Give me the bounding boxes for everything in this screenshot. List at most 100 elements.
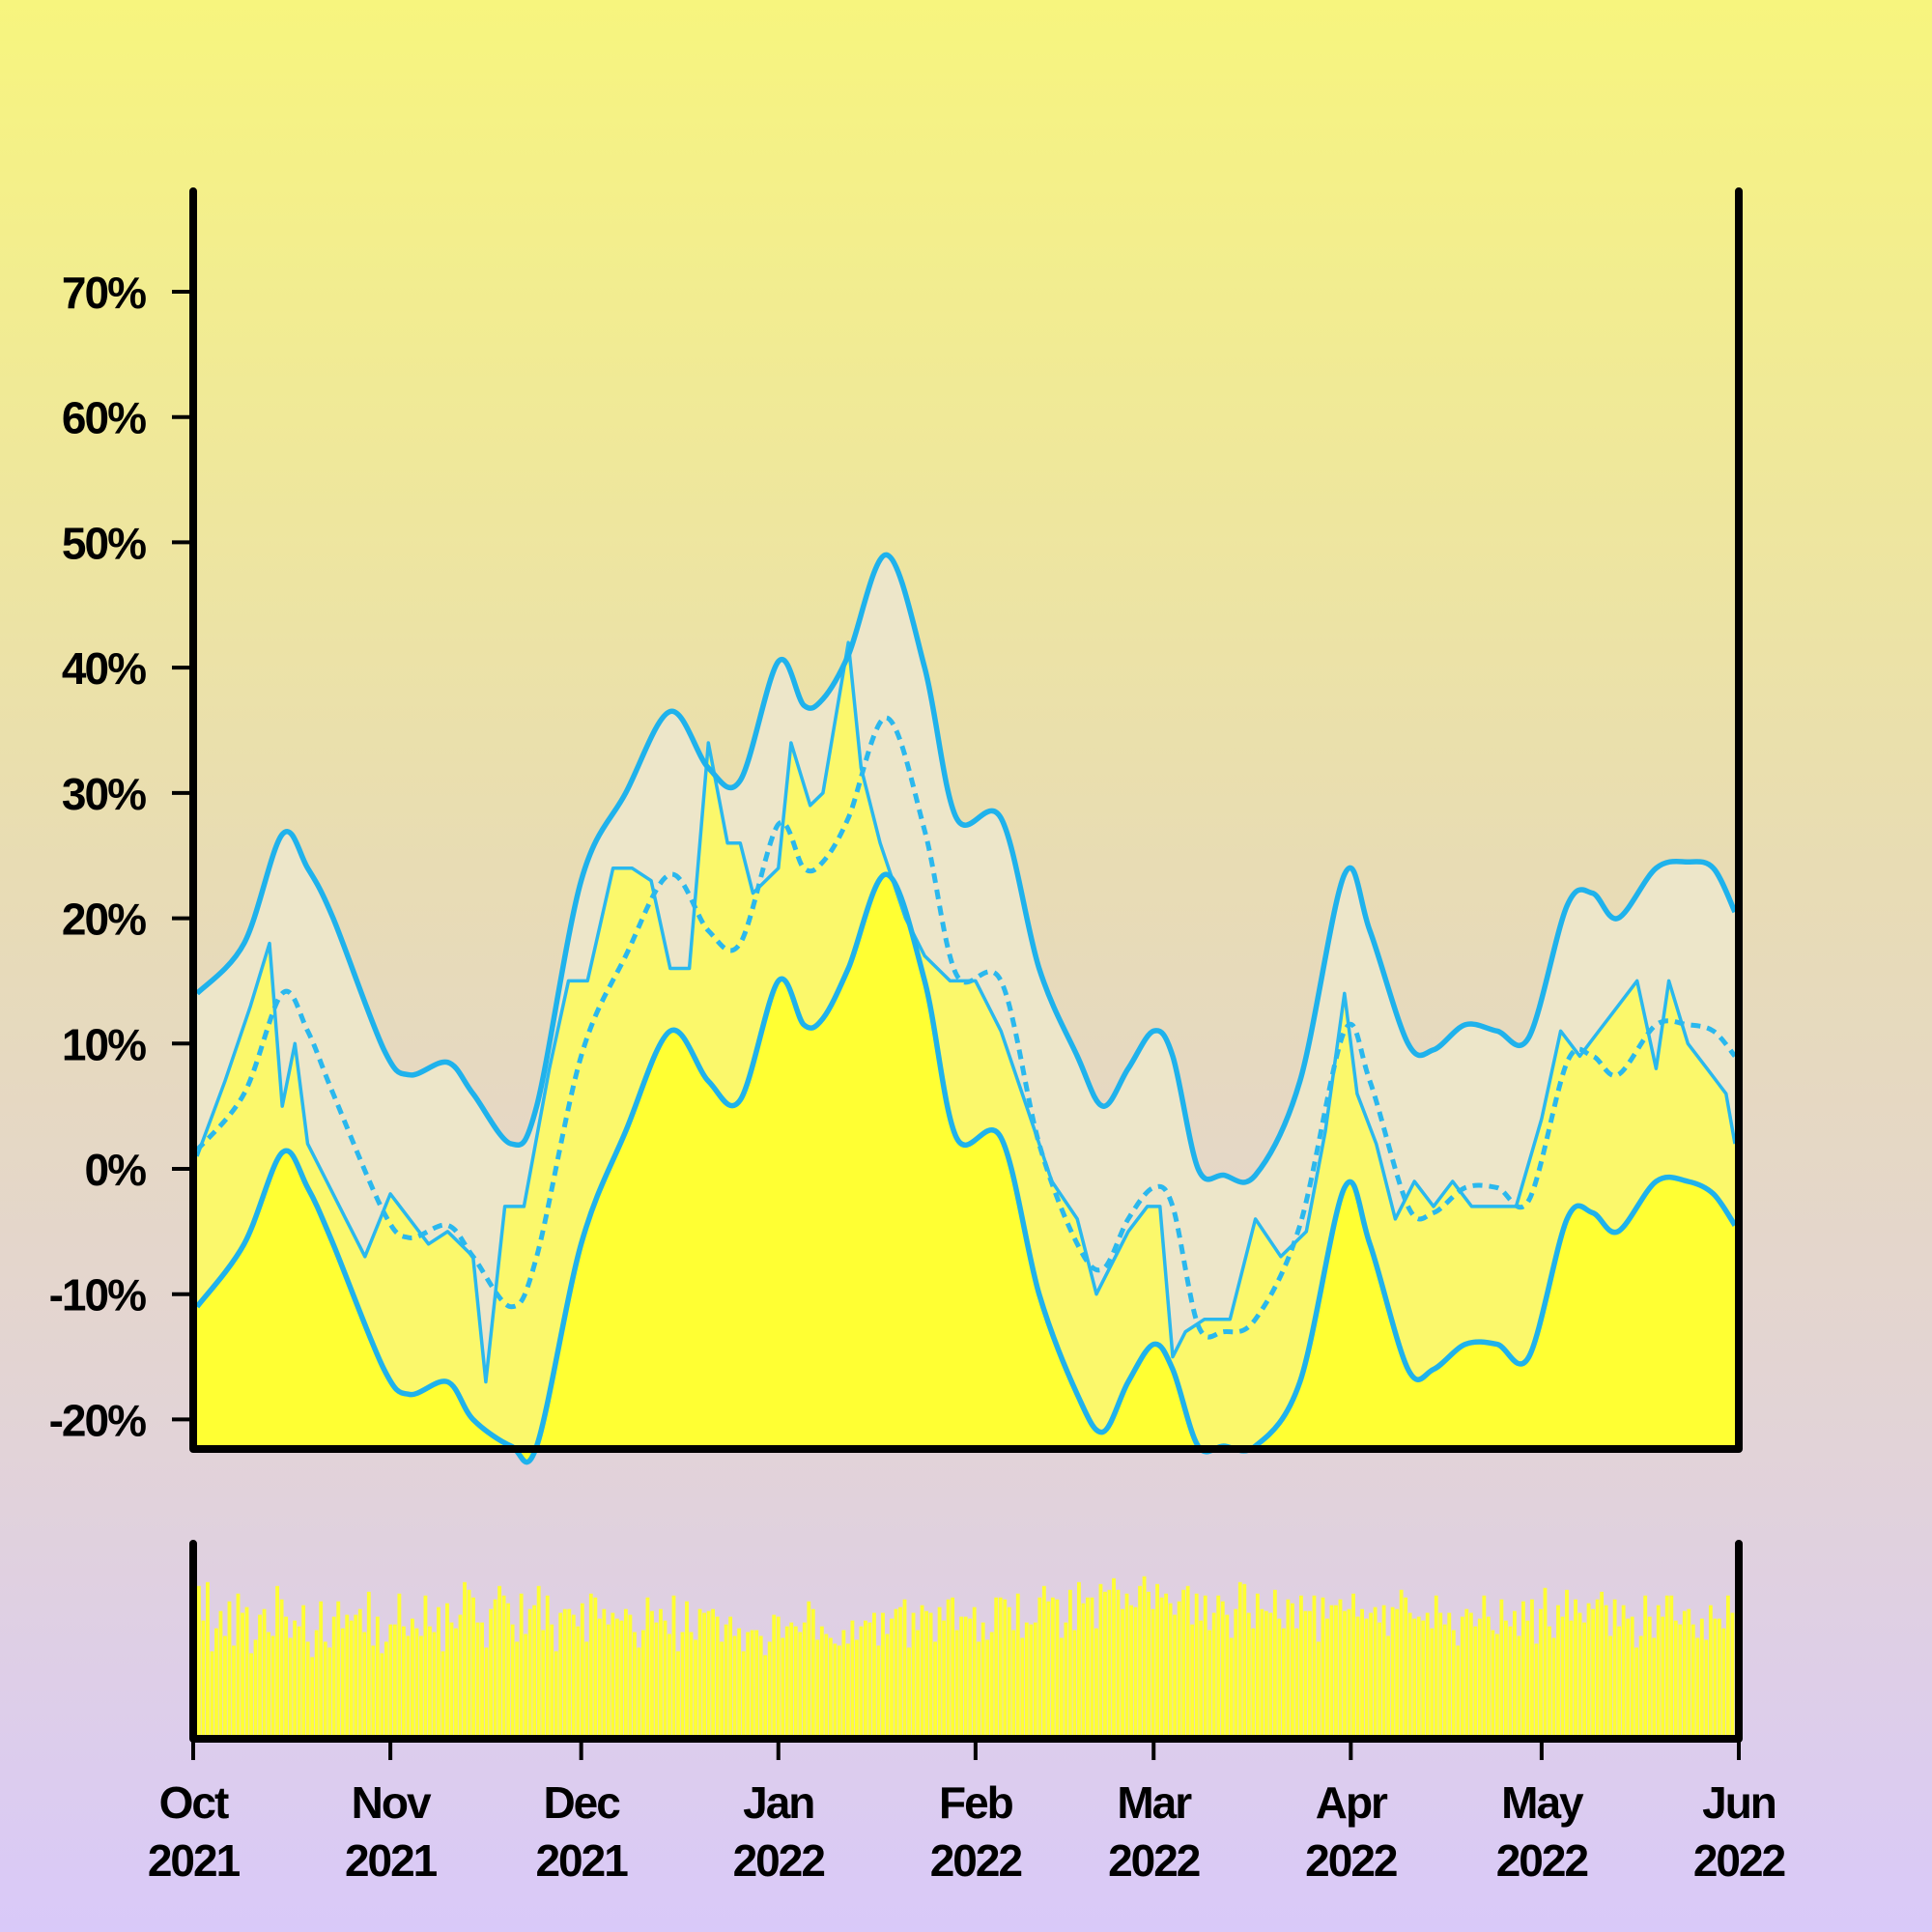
volume-bar (1586, 1603, 1591, 1736)
volume-bar (628, 1614, 633, 1736)
volume-bar (201, 1620, 206, 1736)
volume-bar (1321, 1597, 1325, 1736)
volume-bar (1521, 1601, 1525, 1736)
volume-bar (362, 1632, 367, 1736)
volume-bar (650, 1610, 654, 1736)
volume-bar (392, 1624, 397, 1736)
volume-bar (1268, 1612, 1273, 1736)
volume-bar (1055, 1599, 1060, 1736)
volume-bar (397, 1593, 402, 1736)
volume-bar (588, 1593, 593, 1736)
volume-bar (1124, 1593, 1129, 1736)
volume-bar (484, 1647, 489, 1736)
volume-bar (1286, 1599, 1291, 1736)
volume-bar (898, 1606, 902, 1736)
volume-bar (1468, 1612, 1473, 1736)
volume-bar (911, 1612, 916, 1736)
volume-bar (270, 1635, 275, 1736)
volume-bar (1107, 1589, 1112, 1736)
volume-bar (1477, 1618, 1482, 1736)
volume-bar (206, 1581, 210, 1736)
volume-bar (1600, 1591, 1605, 1737)
x-tick-month: Dec (543, 1777, 620, 1828)
volume-bar (1294, 1628, 1299, 1736)
volume-bar (946, 1599, 951, 1736)
volume-bar (885, 1634, 890, 1736)
volume-bar (968, 1618, 973, 1736)
volume-bar (1272, 1589, 1277, 1736)
y-axis-labels: -20% -10% 0% 10% 20% 30% 40% 50% 60% 70% (49, 268, 148, 1445)
volume-bar (1574, 1599, 1577, 1736)
volume-bar (920, 1605, 924, 1736)
volume-bar (1242, 1583, 1247, 1736)
volume-bar (1133, 1606, 1138, 1736)
volume-bar (1704, 1639, 1709, 1736)
volume-bar (1098, 1583, 1103, 1736)
y-tick-label: 20% (62, 895, 146, 945)
volume-bar (1325, 1618, 1329, 1736)
volume-bar (1011, 1630, 1016, 1736)
volume-bar (1390, 1606, 1395, 1736)
volume-bar (532, 1605, 537, 1736)
volume-bar (614, 1618, 619, 1736)
volume-bar (527, 1608, 532, 1736)
volume-bar (1177, 1601, 1181, 1736)
volume-bar (1211, 1612, 1216, 1736)
volume-bar (366, 1591, 371, 1737)
volume-bar (227, 1601, 232, 1736)
volume-bar (1369, 1612, 1373, 1736)
volume-bar (798, 1632, 803, 1736)
volume-bar (1378, 1622, 1382, 1736)
volume-bar (1604, 1605, 1608, 1736)
volume-bar (1360, 1608, 1364, 1736)
volume-bar (1015, 1593, 1020, 1736)
volume-bar (236, 1593, 241, 1736)
volume-bar (475, 1622, 480, 1736)
volume-bar (793, 1626, 798, 1736)
volume-bar (1699, 1618, 1704, 1736)
volume-bar (1725, 1595, 1730, 1736)
volume-bar (241, 1612, 244, 1736)
volume-bar (668, 1634, 671, 1736)
volume-bar (824, 1634, 829, 1736)
y-tick-label: -20% (49, 1395, 146, 1445)
x-tick-month: May (1501, 1777, 1584, 1828)
volume-bar (279, 1599, 284, 1736)
x-tick-year: 2021 (148, 1835, 241, 1886)
volume-bar (1050, 1597, 1055, 1736)
volume-bar (1534, 1643, 1539, 1736)
volume-bar (864, 1620, 867, 1736)
price-chart: -20% -10% 0% 10% 20% 30% 40% 50% 60% 70% (49, 187, 1743, 1465)
volume-bar (253, 1639, 258, 1736)
volume-bar (580, 1603, 584, 1736)
volume-bar (784, 1626, 789, 1736)
volume-bar (1713, 1618, 1718, 1736)
volume-bar (815, 1639, 820, 1736)
upper-frame (189, 187, 1743, 1453)
volume-bar (841, 1630, 846, 1736)
volume-bar (845, 1643, 850, 1736)
volume-bar (1251, 1628, 1256, 1736)
volume-bar (689, 1632, 694, 1736)
volume-bar (1626, 1618, 1631, 1736)
volume-bar (1517, 1635, 1521, 1736)
volume-bar (1669, 1595, 1674, 1736)
volume-bar (810, 1608, 815, 1736)
volume-bar (659, 1608, 663, 1736)
volume-bar (288, 1637, 293, 1736)
volume-bar (1142, 1576, 1147, 1736)
volume-bar (977, 1641, 981, 1736)
volume-bar (789, 1622, 794, 1736)
volume-bar (1277, 1618, 1282, 1736)
volume-bar (1425, 1612, 1430, 1736)
volume-bar (876, 1645, 881, 1736)
volume-bar (493, 1599, 497, 1736)
volume-bar (1077, 1581, 1081, 1736)
volume-bar (663, 1620, 668, 1736)
volume-bar (463, 1581, 467, 1736)
volume-bar (1608, 1635, 1613, 1736)
volume-bar (872, 1612, 876, 1736)
volume-bar (1569, 1620, 1574, 1736)
x-tick-month: Oct (159, 1777, 229, 1828)
volume-bar (720, 1641, 724, 1736)
